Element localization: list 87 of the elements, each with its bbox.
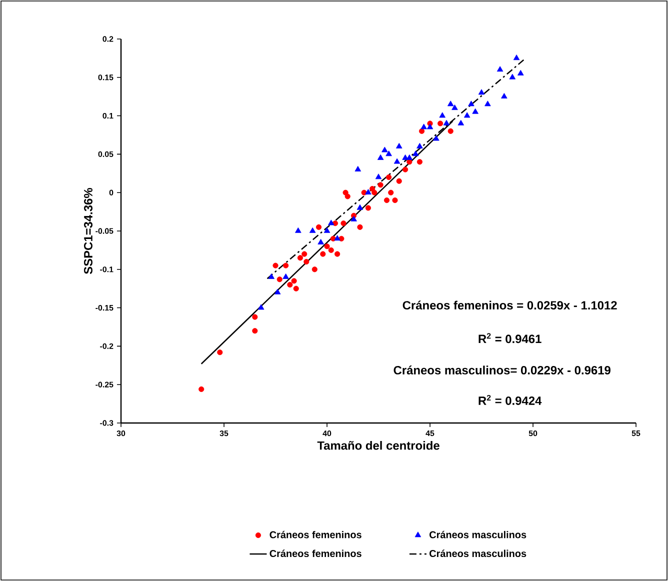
point: [433, 135, 440, 141]
point: [418, 128, 425, 134]
point: [324, 227, 330, 233]
point: [392, 197, 398, 204]
point: [416, 142, 423, 148]
point: [464, 112, 470, 118]
point: [297, 255, 304, 261]
x-axis-title: Tamaño del centroide: [317, 441, 440, 450]
point: [384, 197, 390, 204]
point: [268, 273, 275, 279]
point: [252, 328, 258, 334]
legend-label: Cráneos masculinos: [430, 530, 526, 538]
point: [287, 282, 293, 288]
point: [274, 288, 281, 294]
point: [468, 100, 474, 106]
point: [386, 150, 392, 156]
point: [365, 205, 371, 211]
point: [472, 108, 478, 114]
point: [406, 159, 412, 165]
point: [478, 89, 485, 95]
point: [198, 386, 204, 392]
point: [501, 93, 508, 98]
point: [302, 251, 308, 257]
point: [372, 190, 378, 196]
point: [316, 224, 322, 230]
point: [412, 150, 419, 156]
point: [416, 159, 422, 165]
point: [382, 146, 388, 152]
point: [458, 120, 464, 126]
point: [276, 276, 282, 282]
point: [484, 100, 491, 106]
point: [378, 182, 384, 188]
point: [396, 178, 402, 184]
point: [334, 235, 340, 241]
point: [452, 104, 458, 110]
legend-label: Cráneos femeninos: [270, 550, 362, 558]
point: [295, 227, 302, 233]
point: [318, 238, 324, 244]
point: [406, 154, 413, 160]
point: [420, 124, 427, 130]
point: [439, 112, 446, 118]
point: [402, 166, 408, 172]
point: [252, 314, 258, 320]
legend-label: Cráneos femeninos: [270, 530, 362, 538]
point: [312, 266, 318, 272]
point: [388, 190, 394, 196]
point: [509, 74, 516, 80]
point: [496, 66, 504, 72]
legend-label: Cráneos masculinos: [430, 550, 526, 558]
point: [291, 278, 297, 284]
point: [518, 70, 524, 76]
annotation: Cráneos femeninos = 0.0259x - 1.1012: [402, 300, 617, 310]
point: [426, 124, 434, 130]
point: [375, 174, 382, 180]
point: [448, 128, 454, 134]
point: [282, 273, 289, 279]
point: [309, 227, 316, 233]
point: [438, 120, 444, 126]
point: [354, 166, 362, 172]
point: [386, 174, 392, 180]
point: [356, 204, 364, 210]
point: [396, 142, 402, 148]
y-axis-title: SSPC1=34.36%: [84, 188, 92, 274]
point: [394, 158, 400, 164]
point: [357, 224, 363, 230]
point: [513, 54, 520, 60]
point: [365, 189, 372, 194]
point: [340, 220, 346, 226]
point: [293, 286, 299, 292]
annotation: R$^{2}$ = 0.9424: [478, 394, 542, 405]
annotation: R$^{2}$ = 0.9461: [478, 333, 542, 344]
point: [334, 251, 340, 257]
point: [350, 216, 357, 222]
point: [328, 247, 334, 253]
point: [320, 251, 326, 257]
point: [258, 304, 264, 310]
point: [377, 154, 384, 160]
point: [443, 120, 450, 126]
point: [344, 194, 350, 200]
point: [304, 258, 310, 264]
point: [324, 244, 330, 250]
point: [447, 100, 454, 106]
point: [328, 220, 334, 226]
point: [272, 262, 278, 268]
annotation: Cráneos masculinos= 0.0229x - 0.9619: [394, 366, 610, 374]
point: [283, 262, 289, 268]
point: [217, 350, 223, 356]
